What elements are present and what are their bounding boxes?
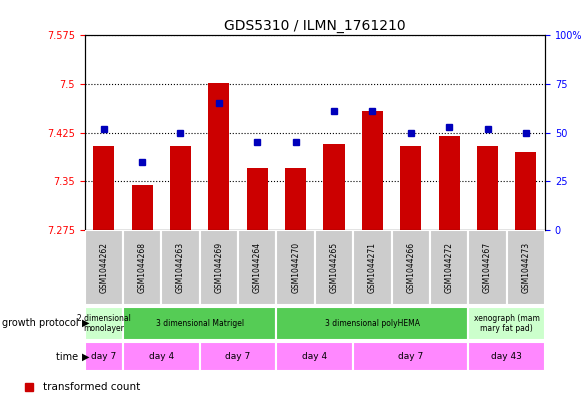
Text: growth protocol: growth protocol	[2, 318, 82, 328]
Text: 3 dimensional Matrigel: 3 dimensional Matrigel	[156, 319, 244, 328]
Bar	[161, 230, 199, 305]
Bar	[468, 342, 545, 371]
Bar	[353, 230, 392, 305]
Text: GSM1044262: GSM1044262	[99, 242, 108, 293]
Text: xenograph (mam
mary fat pad): xenograph (mam mary fat pad)	[474, 314, 540, 333]
Bar	[285, 168, 306, 230]
Text: day 4: day 4	[149, 352, 174, 361]
Bar	[477, 145, 498, 230]
Text: transformed count: transformed count	[43, 382, 141, 392]
Text: day 7: day 7	[226, 352, 251, 361]
Text: GSM1044263: GSM1044263	[176, 242, 185, 293]
Text: 3 dimensional polyHEMA: 3 dimensional polyHEMA	[325, 319, 420, 328]
Bar	[430, 230, 468, 305]
Bar	[515, 152, 536, 230]
Bar	[208, 83, 230, 230]
Bar	[199, 342, 276, 371]
Text: GSM1044267: GSM1044267	[483, 242, 492, 293]
Bar	[85, 230, 123, 305]
Text: ▶: ▶	[82, 318, 89, 328]
Text: GSM1044266: GSM1044266	[406, 242, 415, 293]
Text: day 4: day 4	[302, 352, 328, 361]
Bar	[276, 230, 315, 305]
Bar	[353, 342, 468, 371]
Text: GSM1044265: GSM1044265	[329, 242, 339, 293]
Bar	[438, 136, 460, 230]
Text: ▶: ▶	[82, 352, 89, 362]
Bar	[247, 168, 268, 230]
Bar	[362, 111, 383, 230]
Bar	[123, 230, 161, 305]
Text: day 43: day 43	[491, 352, 522, 361]
Bar	[507, 230, 545, 305]
Bar	[85, 342, 123, 371]
Bar	[238, 230, 276, 305]
Bar	[199, 230, 238, 305]
Text: GSM1044264: GSM1044264	[253, 242, 262, 293]
Text: GSM1044272: GSM1044272	[445, 242, 454, 293]
Bar	[85, 307, 123, 340]
Bar	[276, 342, 353, 371]
Bar	[400, 145, 422, 230]
Bar	[170, 145, 191, 230]
Text: GSM1044268: GSM1044268	[138, 242, 146, 293]
Text: GSM1044270: GSM1044270	[291, 242, 300, 293]
Bar	[315, 230, 353, 305]
Bar	[324, 144, 345, 230]
Text: GSM1044273: GSM1044273	[521, 242, 531, 293]
Bar	[468, 307, 545, 340]
Title: GDS5310 / ILMN_1761210: GDS5310 / ILMN_1761210	[224, 19, 406, 33]
Text: GSM1044269: GSM1044269	[215, 242, 223, 293]
Bar	[132, 185, 153, 230]
Bar	[93, 145, 114, 230]
Bar	[392, 230, 430, 305]
Text: GSM1044271: GSM1044271	[368, 242, 377, 293]
Bar	[276, 307, 468, 340]
Text: day 7: day 7	[398, 352, 423, 361]
Bar	[468, 230, 507, 305]
Text: day 7: day 7	[91, 352, 117, 361]
Text: 2 dimensional
monolayer: 2 dimensional monolayer	[77, 314, 131, 333]
Text: time: time	[57, 352, 82, 362]
Bar	[123, 307, 276, 340]
Bar	[123, 342, 199, 371]
